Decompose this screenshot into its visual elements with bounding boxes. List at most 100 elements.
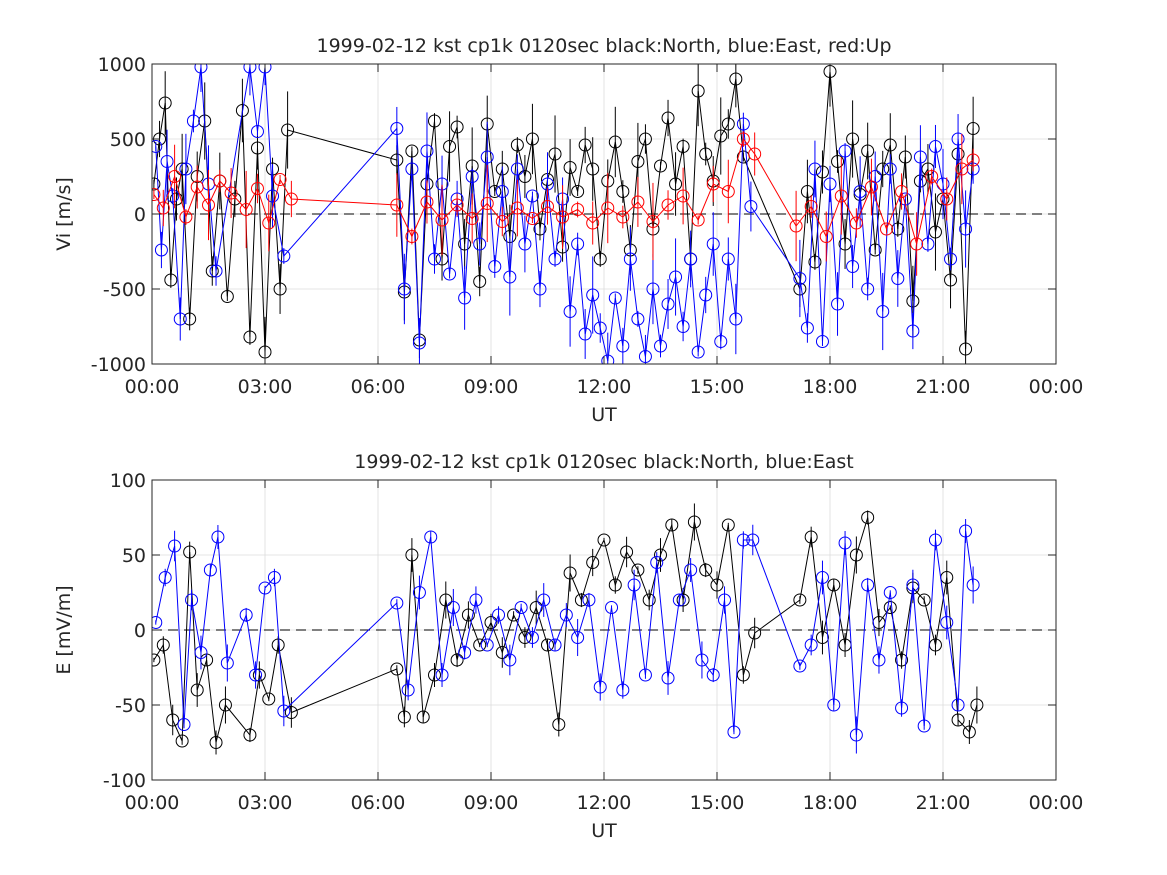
velocity-east-point (661, 297, 675, 311)
velocity-up-point (273, 173, 287, 186)
velocity-north-point (525, 132, 539, 146)
velocity-east-point (533, 282, 547, 296)
velocity-up-point (849, 216, 863, 230)
velocity-north-point (510, 138, 524, 152)
efield-north-point (209, 736, 223, 749)
efield-plot-area (152, 503, 984, 755)
velocity-north-point (586, 162, 600, 176)
efield-east-point (435, 668, 449, 682)
velocity-up-point (202, 198, 215, 212)
velocity-north-point (548, 147, 562, 161)
velocity-up-point (224, 186, 238, 200)
efield-north-point (416, 710, 430, 724)
efield-north-point (484, 616, 498, 629)
velocity-east-point (744, 200, 758, 213)
velocity-up-point (179, 210, 193, 224)
efield-north-point (793, 593, 807, 607)
velocity-up-point (616, 210, 630, 224)
velocity-east-point (654, 339, 667, 353)
efield-north-point (397, 710, 411, 724)
efield-north-point (574, 593, 588, 607)
velocity-up-point (571, 203, 585, 216)
velocity-up-point (152, 188, 161, 201)
velocity-up-point (631, 195, 645, 209)
velocity-north-point (714, 129, 728, 143)
velocity-east-point (906, 324, 920, 338)
velocity-east-point (266, 189, 280, 203)
efield-north-point (710, 578, 724, 592)
efield-north-point (156, 638, 170, 652)
efield-north-point (970, 698, 984, 712)
velocity-north-point (220, 290, 234, 303)
velocity-east-point (194, 64, 208, 74)
efield-north-point (152, 653, 161, 667)
velocity-north-point (450, 120, 464, 134)
velocity-east-point (638, 350, 652, 363)
velocity-up-point (168, 170, 182, 183)
velocity-x-tick-label: 00:00 (1029, 376, 1084, 398)
velocity-east-point (823, 177, 837, 191)
velocity-east-point (420, 144, 434, 158)
efield-east-point (951, 698, 965, 712)
efield-east-point (158, 571, 172, 584)
efield-north-point (642, 593, 656, 607)
efield-east-point (804, 638, 818, 652)
efield-north-point (218, 698, 232, 712)
efield-north-point (190, 683, 204, 697)
efield-chart-title: 1999-02-12 kst cp1k 0120sec black:North,… (354, 451, 853, 473)
velocity-east-point (160, 155, 174, 168)
efield-series-east (152, 519, 980, 754)
velocity-up-point (435, 213, 449, 227)
velocity-north-point (661, 111, 675, 125)
velocity-east-point (891, 272, 905, 285)
efield-north-point (586, 556, 600, 569)
efield-east-point (605, 601, 619, 614)
efield-east-point (695, 653, 709, 667)
velocity-plot-area (152, 64, 980, 364)
efield-north-point (699, 563, 713, 577)
velocity-east-point (928, 140, 942, 153)
velocity-east-point (495, 185, 509, 198)
efield-east-point (168, 539, 182, 553)
velocity-east-point (853, 185, 867, 198)
velocity-up-point (284, 192, 298, 206)
efield-series-north (152, 503, 984, 755)
velocity-east-point (503, 270, 517, 284)
velocity-north-point (518, 170, 532, 183)
velocity-east-point (258, 64, 272, 74)
efield-north-point (262, 692, 276, 706)
efield-east-point (827, 698, 841, 712)
efield-north-point (748, 626, 762, 640)
efield-east-point (718, 593, 732, 607)
efield-y-tick-label: 100 (110, 470, 146, 492)
velocity-east-point (510, 162, 524, 176)
velocity-east-point (518, 237, 532, 251)
efield-east-point (849, 728, 863, 742)
velocity-x-tick-label: 03:00 (238, 376, 293, 398)
velocity-east-point (800, 321, 814, 335)
velocity-north-point (205, 264, 219, 278)
velocity-east-point (808, 162, 822, 176)
velocity-north-point (183, 312, 197, 326)
velocity-north-point (235, 104, 249, 117)
efield-north-point (175, 734, 189, 748)
velocity-north-point (831, 155, 845, 168)
velocity-east-point (601, 354, 615, 364)
efield-north-point (271, 638, 285, 652)
velocity-north-point (473, 275, 487, 288)
velocity-up-point (864, 180, 878, 194)
velocity-up-point (390, 198, 404, 212)
efield-east-point (746, 533, 760, 547)
efield-north-point (552, 718, 566, 731)
efield-east-point (928, 533, 942, 547)
velocity-east-point (173, 312, 187, 326)
efield-y-tick-label: 0 (134, 620, 146, 642)
efield-east-point (194, 646, 208, 659)
efield-east-point (727, 725, 741, 739)
efield-x-tick-label: 12:00 (577, 792, 632, 814)
efield-north-point (815, 631, 829, 644)
velocity-east-point (729, 312, 743, 326)
efield-east-point (514, 601, 528, 614)
velocity-north-point (631, 155, 645, 168)
velocity-north-point (458, 237, 472, 251)
